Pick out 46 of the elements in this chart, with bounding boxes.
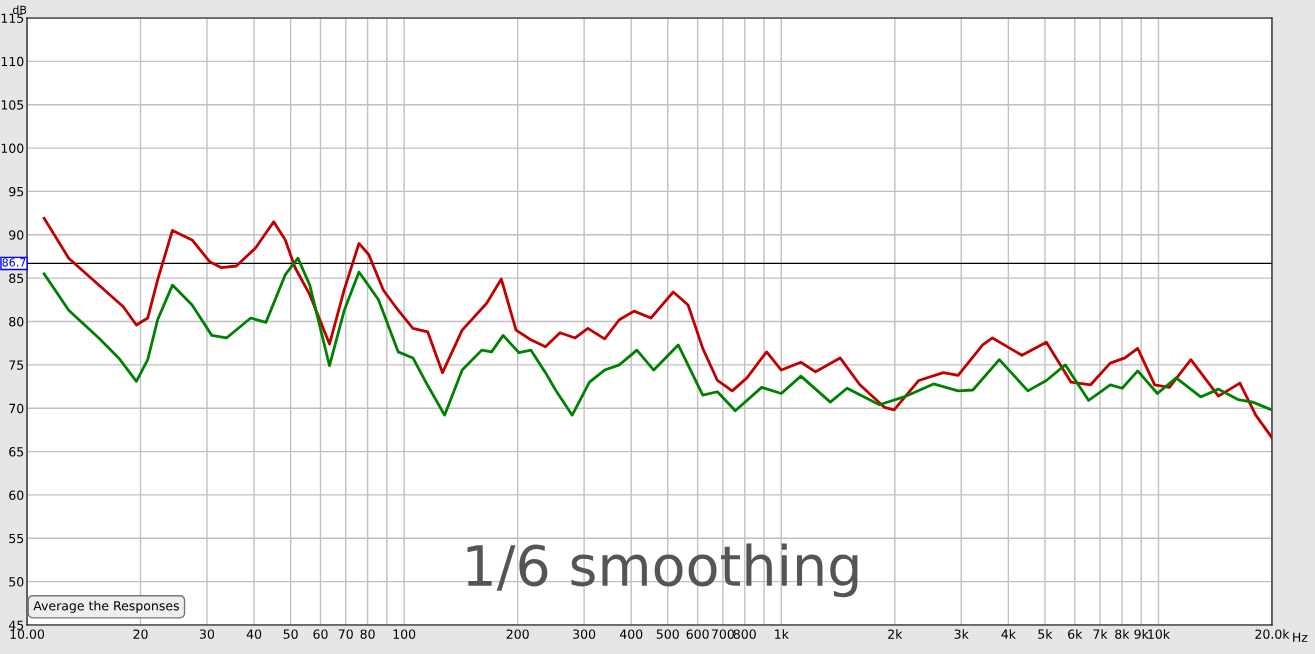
y-tick-label: 50 (9, 577, 24, 587)
y-tick-label: 90 (9, 230, 24, 240)
y-tick-label: 110 (1, 56, 24, 67)
x-tick-label: 100 (393, 629, 416, 639)
y-tick-label: 115 (1, 13, 24, 23)
x-tick-label: 7k (1093, 629, 1108, 639)
y-tick-label: 60 (9, 490, 24, 500)
x-tick-label: 80 (360, 629, 375, 639)
annotation: Average the Responses (33, 600, 179, 613)
y-tick-label: 95 (9, 186, 24, 197)
x-tick-label: 200 (506, 629, 529, 639)
x-axis-title: Hz (1293, 632, 1308, 642)
x-tick-label: 1k (775, 629, 789, 639)
y-tick-label: 70 (9, 403, 24, 414)
y-tick-label: 45 (8, 620, 24, 630)
x-tick-label: 300 (573, 629, 596, 639)
x-tick-label: 2k (888, 629, 903, 639)
x-tick-label: 10k (1148, 629, 1170, 639)
y-tick-label: 100 (1, 143, 24, 153)
x-tick-label: 20.0k (1255, 629, 1290, 639)
x-tick-label: 800 (733, 629, 756, 639)
y-tick-label: 55 (9, 533, 24, 544)
x-tick-label: 4k (1001, 629, 1016, 639)
x-tick-label: 700 (711, 629, 734, 639)
x-tick-label: 70 (338, 629, 353, 639)
x-tick-label: 40 (246, 629, 262, 639)
x-tick-label: 500 (656, 629, 679, 639)
x-tick-label: 3k (954, 629, 969, 639)
ref-line-label: 86.7 (2, 258, 26, 267)
x-tick-label: 8k (1115, 629, 1130, 639)
y-tick-label: 105 (1, 100, 24, 110)
x-tick-label: 6k (1068, 629, 1083, 639)
x-tick-label: 600 (686, 629, 709, 639)
x-tick-label: 50 (283, 629, 298, 639)
y-tick-label: 80 (9, 316, 24, 327)
y-tick-label: 75 (9, 360, 24, 370)
x-tick-label: 9k (1134, 629, 1149, 639)
x-tick-label: 60 (313, 629, 328, 639)
annotation: 1/6 smoothing (467, 543, 858, 598)
x-tick-label: 5k (1038, 629, 1053, 639)
x-tick-label: 20 (133, 629, 148, 639)
x-tick-label: 30 (199, 629, 215, 639)
y-tick-label: 65 (9, 447, 24, 457)
x-tick-label: 400 (619, 629, 643, 639)
x-tick-label: 10.00 (10, 629, 45, 639)
y-tick-label: 85 (9, 273, 24, 284)
